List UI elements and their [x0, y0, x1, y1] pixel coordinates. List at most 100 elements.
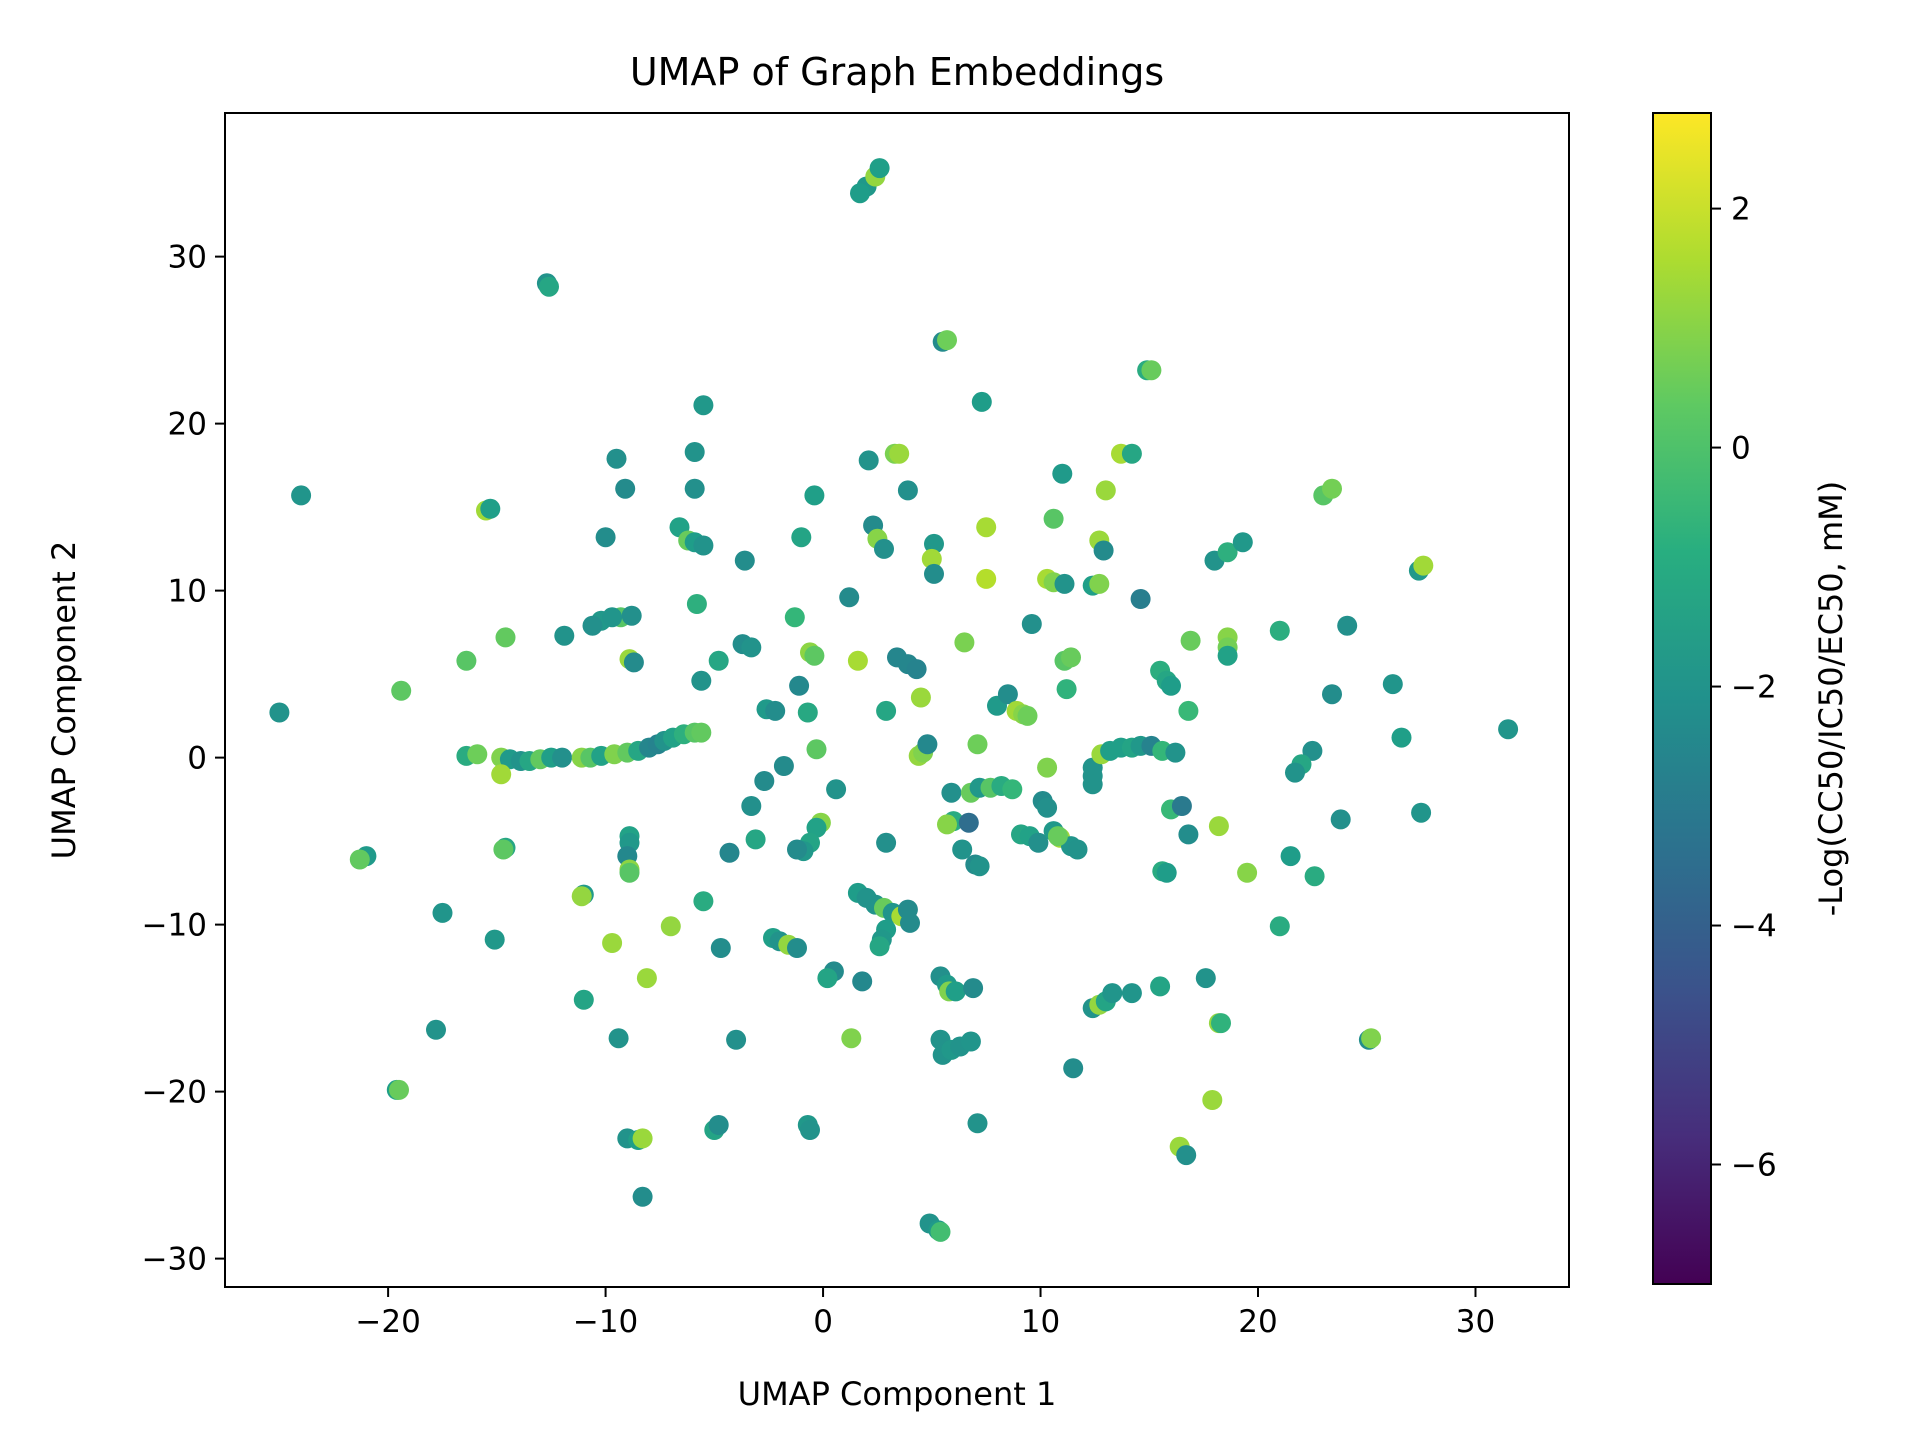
scatter-point-136: [691, 722, 712, 743]
scatter-point-185: [969, 856, 990, 877]
scatter-point-50: [1089, 573, 1110, 594]
y-tick-label-1: −20: [142, 1075, 207, 1111]
scatter-point-199: [787, 839, 807, 860]
scatter-point-122: [552, 747, 573, 768]
scatter-point-241: [726, 1029, 747, 1050]
scatter-point-261: [1195, 968, 1216, 989]
scatter-point-9: [1141, 360, 1162, 381]
scatter-point-20: [804, 485, 825, 506]
scatter-point-179: [1156, 862, 1177, 883]
colorbar-tick-label-2: −2: [1731, 670, 1777, 706]
scatter-point-5: [539, 276, 559, 297]
scatter-point-38: [976, 568, 997, 589]
x-axis-ticks: −20 −10 0 10 20 30: [355, 1287, 1495, 1340]
scatter-point-97: [1269, 620, 1290, 641]
scatter-point-154: [1037, 757, 1058, 778]
scatter-point-274: [632, 1128, 653, 1149]
scatter-point-65: [554, 625, 575, 646]
scatter-point-34: [924, 533, 944, 554]
scatter-point-81: [847, 650, 868, 671]
y-tick-label-6: 30: [168, 240, 207, 276]
scatter-point-12: [291, 485, 312, 506]
scatter-point-40: [1052, 463, 1073, 484]
scatter-point-36: [924, 563, 944, 584]
y-tick-label-4: 10: [168, 574, 207, 610]
scatter-point-230: [900, 912, 920, 933]
scatter-point-182: [958, 812, 979, 833]
scatter-point-279: [800, 1120, 820, 1140]
scatter-point-43: [1095, 480, 1116, 501]
scatter-point-39: [1043, 508, 1064, 529]
y-tick-label-2: −10: [142, 908, 207, 944]
scatter-point-194: [876, 832, 897, 853]
scatter-point-170: [1302, 740, 1323, 761]
scatter-point-48: [1054, 573, 1075, 594]
x-tick-label-3: 10: [1021, 1304, 1060, 1340]
scatter-point-252: [960, 1031, 981, 1052]
x-axis-label: UMAP Component 1: [738, 1375, 1057, 1413]
scatter-point-55: [1217, 542, 1238, 563]
scatter-point-253: [967, 1113, 988, 1134]
scatter-point-101: [1391, 727, 1412, 748]
scatter-point-183: [952, 839, 973, 860]
scatter-point-59: [839, 587, 860, 608]
scatter-point-282: [930, 1221, 951, 1242]
scatter-point-266: [1176, 1145, 1197, 1166]
scatter-point-10: [693, 395, 714, 416]
scatter-point-153: [1037, 797, 1058, 818]
scatter-point-214: [484, 929, 505, 950]
y-axis-label: UMAP Component 2: [45, 541, 83, 860]
scatter-point-145: [826, 779, 847, 800]
scatter-point-110: [876, 700, 897, 721]
plot-frame: [224, 112, 1570, 1288]
x-tick-label-1: −10: [573, 1304, 638, 1340]
scatter-point-99: [1322, 684, 1342, 705]
scatter-point-246: [945, 981, 966, 1002]
scatter-point-73: [691, 670, 712, 691]
scatter-point-222: [787, 938, 807, 958]
scatter-point-275: [632, 1186, 653, 1207]
scatter-point-68: [391, 680, 412, 701]
scatter-point-1: [850, 183, 870, 204]
scatter-point-16: [615, 478, 636, 499]
scatter-point-88: [1061, 647, 1081, 668]
scatter-point-69: [269, 702, 290, 723]
scatter-point-269: [1269, 916, 1290, 937]
scatter-point-263: [1211, 1013, 1231, 1034]
scatter-point-169: [1208, 816, 1229, 837]
scatter-point-33: [874, 538, 894, 559]
x-tick-label-4: 20: [1238, 1304, 1277, 1340]
scatter-point-151: [1002, 779, 1023, 800]
scatter-point-177: [1237, 862, 1258, 883]
colorbar-tick-label-3: −4: [1731, 909, 1777, 945]
scatter-point-247: [963, 978, 984, 999]
scatter-point-217: [693, 891, 714, 912]
scatter-point-18: [684, 442, 705, 462]
scatter-point-239: [573, 989, 594, 1010]
scatter-point-63: [621, 605, 642, 626]
scatter-point-66: [495, 627, 516, 648]
scatter-point-51: [1130, 589, 1151, 609]
scatter-point-29: [734, 550, 755, 571]
scatter-point-115: [467, 744, 488, 765]
scatter-point-141: [967, 734, 988, 755]
scatter-point-98: [1337, 615, 1358, 636]
scatter-point-96: [1217, 645, 1238, 666]
scatter-point-238: [636, 968, 657, 989]
scatter-point-240: [608, 1028, 629, 1049]
scatter-point-277: [708, 1115, 729, 1135]
scatter-point-167: [1171, 796, 1192, 816]
scatter-point-157: [1082, 774, 1103, 795]
scatter-point-212: [571, 886, 592, 907]
scatter-point-146: [941, 782, 962, 803]
scatter-point-172: [1285, 762, 1305, 783]
scatter-point-236: [852, 971, 873, 992]
scatter-point-67: [456, 650, 477, 671]
scatter-point-188: [1028, 832, 1049, 853]
scatter-point-237: [841, 1028, 862, 1049]
scatter-point-200: [745, 829, 766, 850]
scatter-point-259: [1121, 983, 1142, 1004]
scatter-point-79: [804, 645, 825, 666]
scatter-point-93: [1161, 675, 1181, 696]
